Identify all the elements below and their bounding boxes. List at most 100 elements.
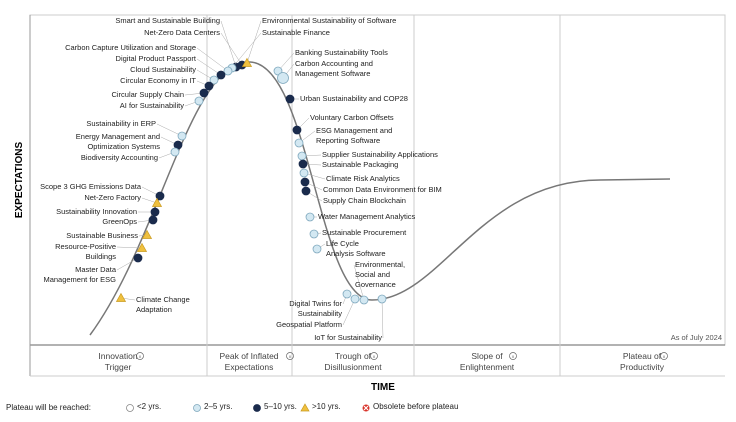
leader-line [220, 32, 243, 66]
legend-label: 5–10 yrs. [264, 402, 297, 411]
item-label: Environmental, Social and Governance [355, 260, 406, 289]
item-label: Sustainable Procurement [322, 228, 407, 237]
info-icon [136, 352, 144, 360]
item-marker [223, 66, 233, 76]
leader-line [156, 123, 183, 137]
info-circle [509, 352, 517, 360]
item-marker [241, 57, 253, 67]
leader-line [246, 20, 262, 64]
item-marker [148, 215, 158, 225]
item-label: Sustainable Packaging [322, 160, 399, 169]
item-marker [300, 177, 310, 187]
item-marker [299, 168, 309, 178]
item-label: Circular Supply Chain [111, 90, 184, 99]
legend-marker [126, 404, 134, 412]
item-label: Sustainable Business [66, 231, 138, 240]
item-label: Cloud Sustainability [130, 65, 196, 74]
item-label: GreenOps [102, 217, 137, 226]
item-marker [216, 70, 226, 80]
item-marker [136, 242, 148, 252]
item-label: Climate Change Adaptation [136, 295, 190, 314]
item-marker [342, 289, 352, 299]
item-marker [285, 94, 295, 104]
item-marker [297, 151, 307, 161]
leader-line [116, 246, 143, 249]
item-marker [377, 294, 387, 304]
x-axis-title: TIME [371, 382, 395, 393]
item-marker [150, 207, 160, 217]
item-marker [151, 197, 163, 207]
item-marker [359, 295, 369, 305]
item-label: Life Cycle Analysis Software [326, 239, 386, 258]
leader-line [141, 197, 158, 204]
item-label: Smart and Sustainable Building [115, 16, 220, 25]
legend-label: Obsolete before plateau [373, 402, 459, 411]
item-label: Banking Sustainability Tools [295, 48, 388, 57]
item-label: ESG Management and Reporting Software [316, 126, 393, 145]
phase-label: Innovation Trigger [98, 351, 138, 372]
info-icon [370, 352, 378, 360]
info-circle [660, 352, 668, 360]
obsolete-x [363, 405, 369, 411]
item-marker [309, 229, 319, 239]
item-marker [277, 72, 289, 84]
item-label: Scope 3 GHG Emissions Data [40, 182, 141, 191]
item-label: Master Data Management for ESG [43, 265, 116, 284]
phase-label: Trough of Disillusionment [324, 351, 382, 372]
leader-line [381, 298, 384, 339]
leader-line [342, 298, 356, 326]
y-axis-title: EXPECTATIONS [14, 142, 25, 219]
leader-line [353, 264, 365, 301]
item-marker [305, 212, 315, 222]
item-marker [312, 244, 322, 254]
item-marker [141, 229, 153, 239]
legend-title: Plateau will be reached: [6, 403, 91, 412]
leader-line [196, 47, 229, 72]
phase-label: Slope of Enlightenment [459, 351, 515, 372]
item-label: Climate Risk Analytics [326, 174, 400, 183]
item-marker [298, 159, 308, 169]
info-circle [286, 352, 294, 360]
item-marker [170, 147, 180, 157]
item-marker [294, 138, 304, 148]
item-label: Sustainable Finance [262, 28, 330, 37]
info-icon [509, 352, 517, 360]
item-label: Digital Twins for Sustainability [289, 299, 342, 318]
item-label: Geospatial Platform [276, 320, 342, 329]
item-label: Common Data Environment for BIM [323, 185, 442, 194]
legend-marker [300, 403, 310, 412]
phase-label: Plateau of Productivity [620, 351, 664, 372]
item-label: IoT for Sustainability [314, 333, 382, 342]
item-label: Energy Management and Optimization Syste… [75, 132, 160, 151]
legend-label: <2 yrs. [137, 402, 162, 411]
item-label: Supply Chain Blockchain [323, 196, 406, 205]
legend-marker [193, 404, 201, 412]
hype-curve [89, 61, 671, 336]
item-label: Environmental Sustainability of Software [262, 16, 397, 25]
item-label: Circular Economy in IT [120, 76, 196, 85]
item-label: Urban Sustainability and COP28 [300, 94, 408, 103]
item-label: AI for Sustainability [119, 101, 184, 110]
item-label: Carbon Accounting and Management Softwar… [295, 59, 373, 78]
info-circle [136, 352, 144, 360]
item-marker [350, 294, 360, 304]
item-label: Sustainability Innovation [56, 207, 137, 216]
item-label: Resource-Positive Buildings [55, 242, 116, 261]
item-label: Water Management Analytics [318, 212, 416, 221]
legend-label: 2–5 yrs. [204, 402, 233, 411]
item-marker [115, 292, 127, 302]
item-marker [204, 81, 214, 91]
leader-line [196, 58, 222, 76]
item-marker [155, 191, 165, 201]
item-label: Net-Zero Factory [84, 193, 141, 202]
item-marker [177, 131, 187, 141]
item-label: Carbon Capture Utilization and Storage [65, 43, 196, 52]
info-icon [660, 352, 668, 360]
item-marker [301, 186, 311, 196]
item-label: Biodiversity Accounting [80, 153, 158, 162]
leader-line [231, 32, 262, 69]
as-of-note: As of July 2024 [671, 333, 722, 342]
item-label: Net-Zero Data Centers [144, 28, 220, 37]
